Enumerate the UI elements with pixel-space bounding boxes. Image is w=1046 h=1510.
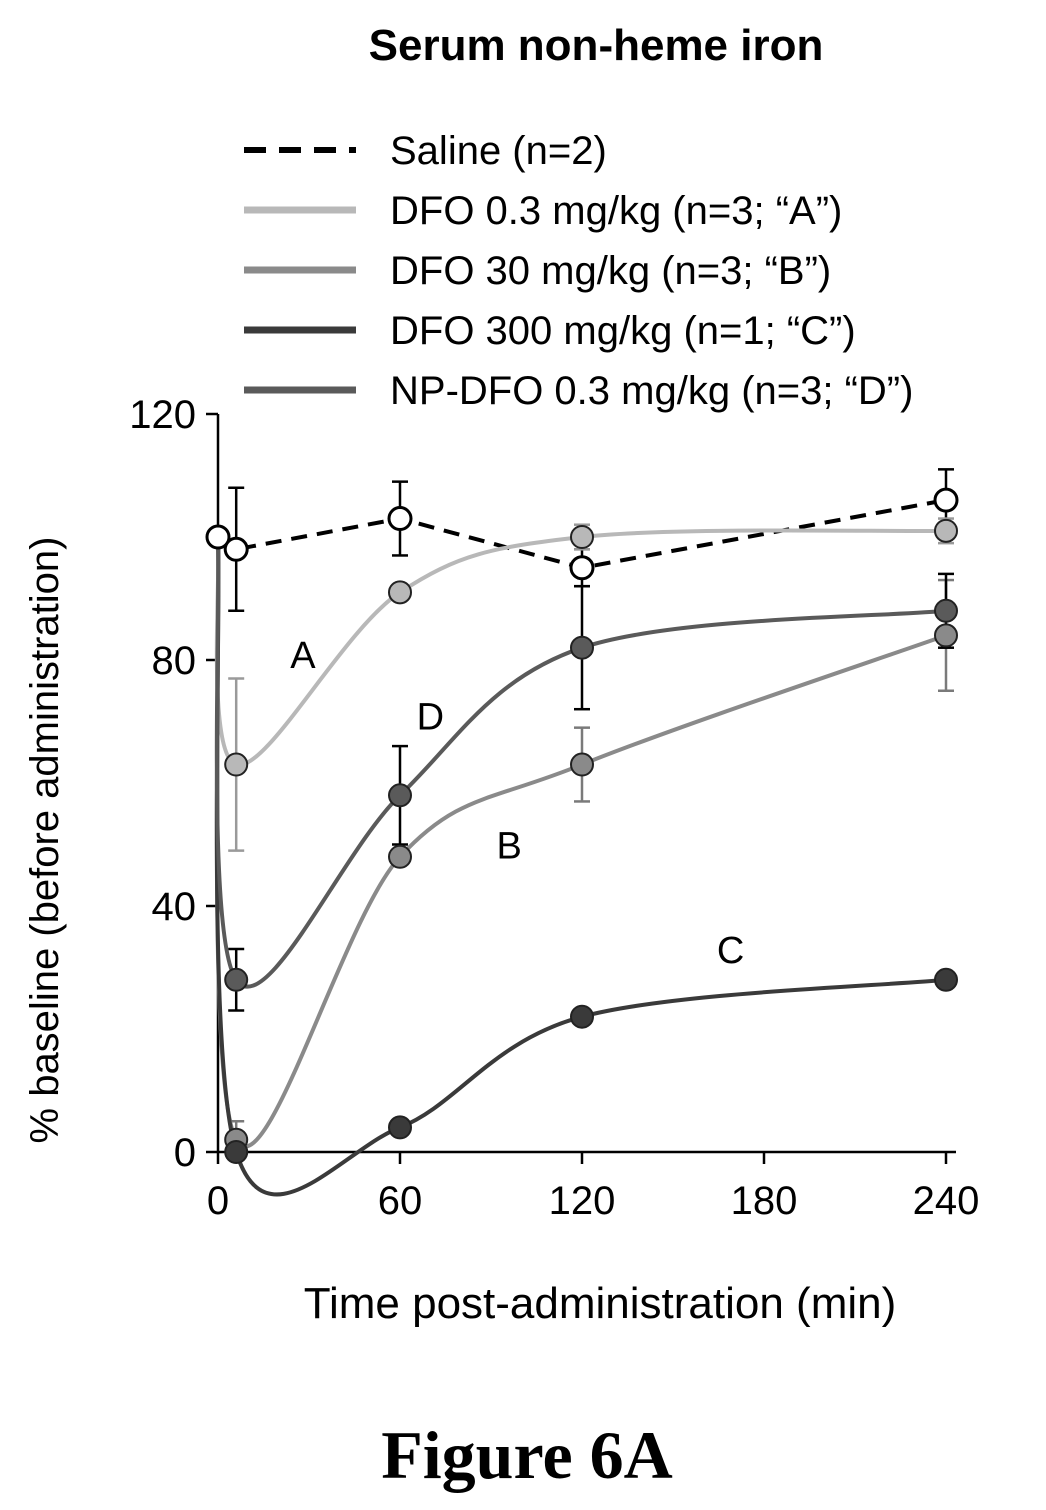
y-tick-label-2: 80 <box>152 639 197 683</box>
annotation-C: C <box>717 930 744 972</box>
y-tick-label-1: 40 <box>152 885 197 929</box>
x-tick-label-0: 0 <box>207 1179 229 1223</box>
data-point-4-4 <box>934 598 958 623</box>
data-point-2-4 <box>934 623 958 648</box>
y-tick-label-0: 0 <box>174 1131 196 1175</box>
legend-entry-3: DFO 300 mg/kg (n=1; “C”) <box>390 309 856 353</box>
data-point-3-3 <box>570 1004 594 1029</box>
data-point-2-2 <box>388 844 412 869</box>
data-point-4-3 <box>570 635 594 660</box>
annotation-A: A <box>290 635 316 677</box>
legend: Saline (n=2) DFO 0.3 mg/kg (n=3; “A”) DFO … <box>244 129 913 413</box>
annotations: A D B C <box>290 635 744 972</box>
annotation-B: B <box>497 826 522 868</box>
data-point-0-4 <box>933 487 959 513</box>
legend-entry-4: NP-DFO 0.3 mg/kg (n=3; “D”) <box>390 369 913 413</box>
series-line-3 <box>214 536 947 1197</box>
plot-area: 0 40 80 120 0 60 120 180 240 A D B C <box>129 393 979 1223</box>
x-axis-label: Time post-administration (min) <box>304 1279 897 1328</box>
data-point-3-4 <box>934 967 958 992</box>
legend-entry-1: DFO 0.3 mg/kg (n=3; “A”) <box>390 189 842 233</box>
data-point-0-1 <box>223 536 249 562</box>
legend-entry-2: DFO 30 mg/kg (n=3; “B”) <box>390 249 831 293</box>
data-point-0-2 <box>387 506 413 532</box>
data-point-0-3 <box>569 555 595 581</box>
data-point-3-1 <box>224 1140 249 1164</box>
x-tick-label-2: 120 <box>549 1179 616 1223</box>
y-axis-label: % baseline (before administration) <box>23 537 67 1144</box>
data-point-1-3 <box>570 525 594 549</box>
x-tick-label-3: 180 <box>731 1179 798 1223</box>
data-point-1-4 <box>934 518 958 543</box>
data-point-0-0 <box>205 524 231 550</box>
annotation-D: D <box>417 696 444 738</box>
data-point-4-1 <box>224 967 249 992</box>
data-point-1-1 <box>224 752 249 777</box>
figure-label: Figure 6A <box>381 1417 673 1493</box>
data-point-4-2 <box>388 783 412 808</box>
data-point-3-2 <box>388 1115 412 1140</box>
data-point-2-3 <box>570 752 594 777</box>
x-tick-label-4: 240 <box>913 1179 980 1223</box>
y-tick-label-3: 120 <box>129 393 196 437</box>
series-line-4 <box>214 536 947 989</box>
chart-title: Serum non-heme iron <box>369 21 824 70</box>
markers <box>205 487 959 1164</box>
data-point-1-2 <box>388 580 412 605</box>
x-tick-label-1: 60 <box>378 1179 423 1223</box>
legend-entry-0: Saline (n=2) <box>390 129 607 173</box>
